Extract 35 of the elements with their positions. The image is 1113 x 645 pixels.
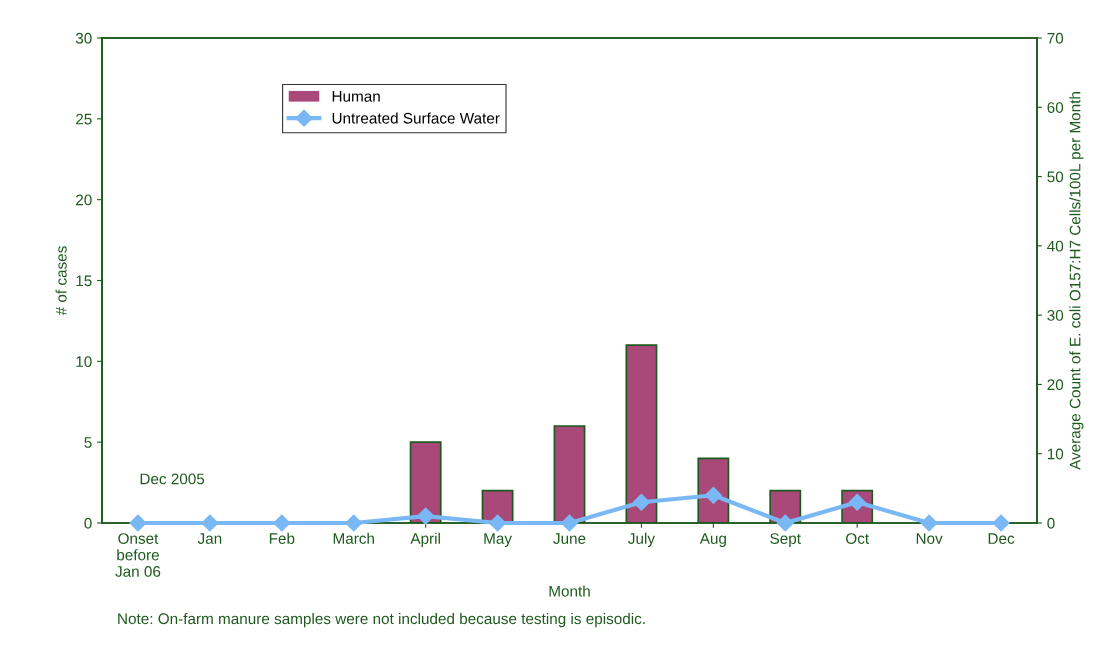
y2-tick-label: 40 [1047, 240, 1064, 252]
y2-tick-label: 30 [1047, 310, 1064, 321]
y-tick-label: 30 [75, 32, 92, 44]
legend-label: Human [332, 91, 380, 102]
y-axis-title: # of cases [55, 246, 67, 316]
x-tick-label: May [484, 533, 512, 547]
x-tick-label: Dec [988, 533, 1015, 544]
x-tick-label: Feb [269, 532, 295, 544]
x-tick-label: April [410, 532, 440, 547]
x-tick-label: July [628, 532, 655, 547]
text: Note: On-farm manure samples were not included because testing is episodic. [118, 612, 645, 628]
y2-axis-title: Average Count of E. coli O157:H7 Cells/100L per Month [1069, 92, 1084, 470]
y-tick-label: 25 [76, 113, 92, 125]
y2-tick-label: 20 [1047, 379, 1064, 391]
y2-tick-label: 50 [1047, 171, 1064, 183]
annotation: Dec 2005 [140, 473, 205, 485]
x-tick-label: Nov [916, 533, 943, 544]
y2-tick-label: 60 [1047, 102, 1064, 113]
y-tick-label: 10 [76, 356, 92, 368]
x-tick-label: March [333, 532, 374, 544]
x-tick-label: Sept [770, 533, 801, 547]
y-tick-label: 15 [76, 275, 92, 287]
y-tick-label: 5 [84, 437, 92, 448]
y2-tick-label: 70 [1047, 32, 1064, 44]
x-tick-label: Jan [197, 533, 222, 544]
x-tick-label: June [553, 533, 586, 544]
x-tick-label: Aug [699, 533, 726, 547]
x-tick-label: Oct [846, 533, 869, 544]
y-tick-label: 0 [84, 517, 92, 529]
x-tick-label: Onset before Jan 06 [115, 533, 161, 577]
y2-tick-label: 10 [1047, 448, 1064, 460]
y2-tick-label: 0 [1047, 517, 1055, 529]
x-axis-title: Month [549, 585, 590, 597]
y-tick-label: 20 [76, 194, 92, 206]
legend-label: Untreated Surface Water [332, 112, 500, 124]
